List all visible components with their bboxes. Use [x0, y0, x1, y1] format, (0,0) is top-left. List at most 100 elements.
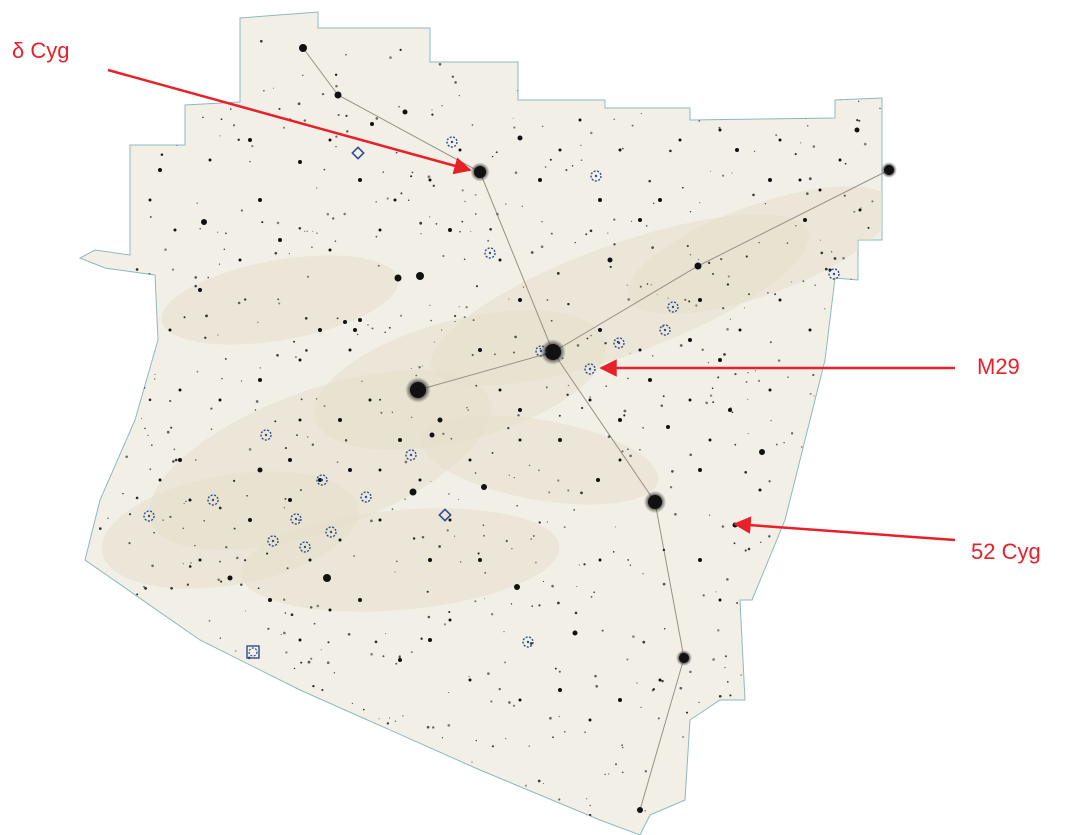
faint-star [532, 535, 535, 537]
star [718, 358, 722, 362]
faint-star [141, 417, 143, 420]
faint-star [153, 708, 155, 711]
faint-star [210, 407, 213, 410]
faint-star [286, 567, 289, 570]
faint-star [811, 431, 813, 433]
faint-star [731, 411, 734, 414]
open-cluster-icon [316, 474, 328, 486]
star [298, 160, 302, 164]
faint-star [824, 308, 826, 310]
faint-star [556, 93, 559, 96]
faint-star [580, 32, 583, 36]
faint-star [441, 105, 443, 107]
faint-star [879, 801, 882, 804]
faint-star [513, 477, 515, 479]
star [818, 188, 822, 192]
faint-star [660, 821, 663, 824]
faint-star [587, 93, 591, 97]
faint-star [145, 278, 148, 281]
faint-star [353, 554, 356, 557]
faint-star [772, 741, 775, 744]
faint-star [227, 80, 230, 82]
faint-star [487, 672, 490, 675]
faint-star [844, 162, 847, 165]
faint-star [699, 201, 701, 204]
faint-star [254, 409, 257, 411]
faint-star [182, 563, 184, 565]
faint-star [261, 221, 264, 224]
faint-star [176, 695, 178, 697]
faint-star [217, 578, 221, 582]
faint-star [443, 623, 447, 626]
faint-star [626, 284, 628, 286]
faint-star [557, 601, 560, 605]
faint-star [244, 610, 247, 612]
faint-star [699, 29, 703, 32]
faint-star [225, 546, 228, 549]
star [288, 458, 292, 462]
faint-star [639, 448, 641, 451]
arrow-delta-cyg [107, 68, 472, 175]
star [348, 348, 352, 352]
star [759, 449, 765, 455]
star [398, 438, 402, 442]
faint-star [151, 299, 153, 301]
faint-star [172, 718, 175, 721]
faint-star [590, 596, 593, 598]
faint-star [870, 422, 873, 426]
faint-star [880, 94, 882, 97]
star [299, 44, 307, 52]
faint-star [431, 726, 435, 729]
faint-star [754, 370, 757, 372]
faint-star [217, 231, 219, 233]
faint-star [702, 594, 705, 597]
faint-star [251, 145, 254, 148]
faint-star [422, 365, 424, 367]
faint-star [620, 86, 623, 89]
star [370, 122, 374, 126]
faint-star [794, 549, 797, 552]
faint-star [715, 591, 717, 593]
faint-star [829, 756, 833, 759]
faint-star [343, 212, 346, 216]
planetary-nebula-icon [351, 146, 365, 160]
faint-star [863, 782, 867, 786]
star [248, 518, 252, 522]
faint-star [208, 619, 211, 622]
star [698, 468, 702, 472]
faint-star [800, 142, 802, 144]
star [298, 358, 302, 362]
faint-star [103, 424, 106, 426]
faint-star [621, 746, 624, 749]
faint-star [477, 552, 480, 555]
faint-star [493, 353, 496, 356]
star [168, 328, 172, 332]
faint-star [753, 150, 756, 152]
faint-star [722, 307, 725, 310]
faint-star [425, 793, 428, 796]
faint-star [240, 380, 243, 382]
faint-star [299, 489, 302, 492]
faint-star [812, 145, 816, 148]
faint-star [156, 736, 159, 739]
faint-star [104, 597, 108, 600]
faint-star [474, 193, 477, 196]
star [558, 148, 562, 152]
faint-star [748, 724, 750, 726]
open-cluster-icon [584, 363, 596, 375]
faint-star [718, 126, 721, 129]
faint-star [84, 372, 87, 376]
faint-star [257, 321, 259, 323]
open-cluster-icon [659, 324, 671, 336]
faint-star [153, 378, 156, 380]
faint-star [508, 474, 510, 476]
faint-star [854, 755, 857, 757]
faint-star [646, 283, 649, 285]
faint-star [542, 580, 545, 582]
star [198, 288, 202, 292]
star [368, 398, 372, 402]
faint-star [855, 78, 859, 81]
faint-star [85, 611, 88, 615]
faint-star [162, 519, 165, 521]
faint-star [475, 384, 478, 387]
